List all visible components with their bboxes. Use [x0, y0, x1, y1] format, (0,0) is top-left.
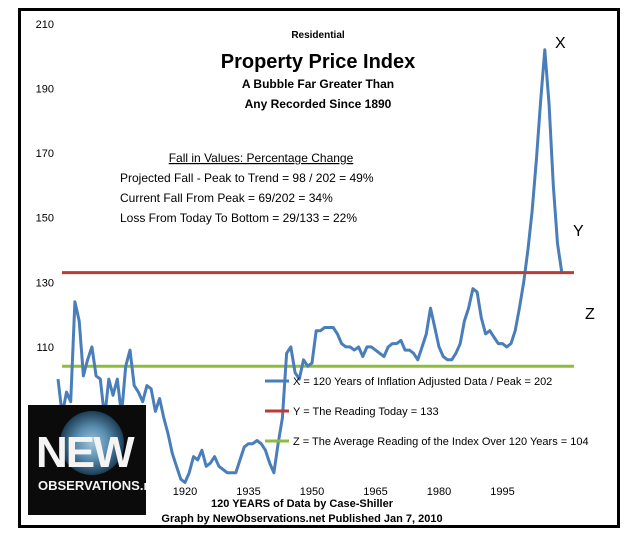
chart-subtitle-line-2: Any Recorded Since 1890 [245, 97, 392, 111]
x-tick-label: 1980 [427, 486, 451, 498]
annotation-line-1: Projected Fall - Peak to Trend = 98 / 20… [120, 171, 374, 185]
chart-subtitle-line-1: A Bubble Far Greater Than [242, 77, 394, 91]
x-axis-label: 120 YEARS of Data by Case-Shiller [211, 498, 394, 510]
x-tick-label: 1935 [236, 486, 260, 498]
chart-title-small: Residential [291, 30, 345, 41]
legend-label-y: Y = The Reading Today = 133 [293, 406, 439, 418]
point-label-y: Y [573, 223, 584, 240]
point-label-x: X [555, 35, 566, 52]
series-layer [56, 48, 574, 484]
y-axis: 90110130150170190210 [36, 19, 54, 418]
x-tick-label: 1995 [490, 486, 514, 498]
legend: X = 120 Years of Inflation Adjusted Data… [265, 376, 589, 448]
point-label-z: Z [585, 306, 595, 323]
x-tick-label: 1920 [173, 486, 197, 498]
annotation-heading: Fall in Values: Percentage Change [169, 151, 354, 165]
index-series-line-x [56, 48, 564, 484]
chart-credit: Graph by NewObservations.net Published J… [161, 513, 442, 525]
x-axis: 1920 1935 1950 1965 1980 1995 [173, 486, 515, 498]
legend-label-z: Z = The Average Reading of the Index Ove… [293, 436, 589, 448]
newobservations-logo: NEW OBSERVATIONS.net [28, 405, 146, 515]
annotation-line-2: Current Fall From Peak = 69/202 = 34% [120, 191, 333, 205]
logo-text-new: NEW [36, 428, 135, 477]
y-tick-label: 170 [36, 148, 54, 160]
logo-text-observations: OBSERVATIONS.net [38, 478, 146, 493]
y-tick-label: 190 [36, 84, 54, 96]
x-tick-label: 1950 [300, 486, 324, 498]
legend-label-x: X = 120 Years of Inflation Adjusted Data… [293, 376, 552, 388]
chart-canvas: 90110130150170190210 1920193519501965198… [36, 19, 595, 525]
x-tick-label: 1965 [363, 486, 387, 498]
y-tick-label: 150 [36, 213, 54, 225]
logo-burst-graphic [60, 411, 124, 475]
y-tick-label: 110 [36, 342, 54, 354]
y-tick-label: 130 [36, 277, 54, 289]
chart-title: Property Price Index [221, 51, 416, 73]
annotation-line-3: Loss From Today To Bottom = 29/133 = 22% [120, 211, 357, 225]
y-tick-label: 210 [36, 19, 54, 31]
